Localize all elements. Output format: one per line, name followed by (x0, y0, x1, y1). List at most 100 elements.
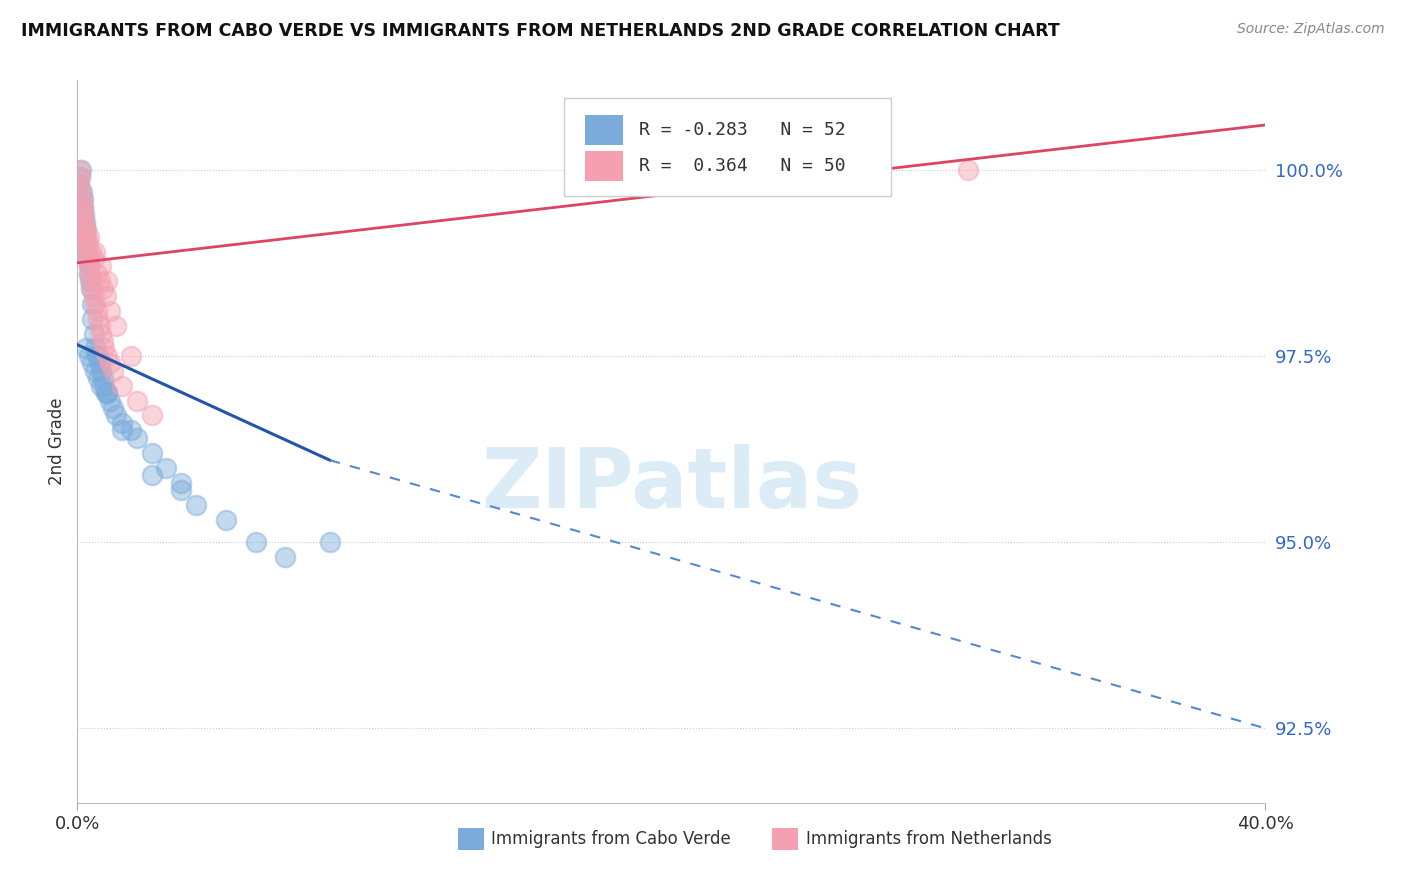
Point (80, 244, 103, 259)
Point (125, 431, 148, 445)
Point (73, 215, 96, 229)
Point (141, 468, 163, 483)
Point (93, 342, 115, 356)
Point (76, 252, 98, 266)
Point (80, 297, 103, 311)
Point (91, 282, 114, 296)
Point (70, 185, 93, 199)
Point (73, 215, 96, 229)
Text: Immigrants from Cabo Verde: Immigrants from Cabo Verde (491, 830, 731, 848)
Point (87, 371, 110, 385)
Point (101, 401, 124, 415)
Point (96, 349, 118, 363)
Point (89, 274, 111, 288)
Point (82, 356, 104, 370)
Point (101, 364, 124, 378)
Point (70, 193, 93, 207)
Point (83, 289, 105, 303)
Bar (585, 151, 623, 181)
Bar (772, 828, 799, 850)
Point (69, 170, 91, 185)
Point (84, 364, 107, 378)
Text: ZIPatlas: ZIPatlas (481, 444, 862, 525)
Bar (457, 828, 484, 850)
Point (69, 170, 91, 185)
Point (80, 274, 103, 288)
Point (75, 237, 97, 252)
Point (104, 409, 127, 423)
Point (155, 460, 177, 475)
Point (319, 535, 342, 549)
Point (94, 289, 117, 303)
Point (215, 513, 238, 527)
Point (120, 423, 142, 437)
Point (141, 446, 163, 460)
Point (111, 423, 134, 437)
Point (98, 393, 121, 408)
Point (98, 304, 121, 318)
Point (77, 260, 100, 274)
Point (957, 162, 980, 177)
Point (75, 229, 97, 244)
Point (75, 342, 97, 356)
Point (75, 237, 97, 252)
Point (90, 378, 112, 392)
Point (82, 282, 104, 296)
Point (186, 498, 208, 512)
Point (111, 416, 134, 430)
Point (75, 222, 97, 236)
Point (69, 162, 91, 177)
Text: Source: ZipAtlas.com: Source: ZipAtlas.com (1237, 22, 1385, 37)
Point (70, 200, 93, 214)
Point (111, 378, 134, 392)
Point (73, 222, 96, 236)
Point (83, 252, 105, 266)
Point (77, 229, 100, 244)
Text: IMMIGRANTS FROM CABO VERDE VS IMMIGRANTS FROM NETHERLANDS 2ND GRADE CORRELATION : IMMIGRANTS FROM CABO VERDE VS IMMIGRANTS… (21, 22, 1060, 40)
Point (91, 334, 114, 348)
Point (76, 237, 98, 252)
Point (72, 193, 94, 207)
Point (87, 349, 110, 363)
Point (82, 311, 104, 326)
Point (90, 260, 112, 274)
Bar (585, 115, 623, 145)
Point (67, 178, 90, 192)
Point (245, 535, 267, 549)
Point (90, 326, 112, 341)
Point (73, 222, 96, 236)
Point (96, 274, 118, 288)
Point (84, 297, 107, 311)
Text: R =  0.364   N = 50: R = 0.364 N = 50 (640, 157, 846, 175)
Point (90, 364, 112, 378)
Point (84, 244, 107, 259)
Point (91, 371, 114, 385)
Point (125, 393, 148, 408)
Point (98, 356, 121, 370)
Text: Immigrants from Netherlands: Immigrants from Netherlands (806, 830, 1052, 848)
Point (72, 207, 94, 221)
Point (80, 282, 103, 296)
Point (76, 252, 98, 266)
Point (89, 319, 111, 334)
Text: R = -0.283   N = 52: R = -0.283 N = 52 (640, 121, 846, 139)
Point (79, 274, 101, 288)
Point (72, 200, 94, 214)
Point (76, 244, 98, 259)
Point (83, 326, 105, 341)
Point (70, 185, 93, 199)
Point (75, 229, 97, 244)
FancyBboxPatch shape (564, 98, 891, 196)
Point (93, 378, 115, 392)
Point (89, 356, 111, 370)
Point (170, 475, 193, 490)
Point (87, 311, 110, 326)
Point (120, 349, 142, 363)
Point (170, 483, 193, 497)
Point (86, 304, 108, 318)
Point (76, 244, 98, 259)
Point (86, 267, 108, 281)
Point (77, 349, 100, 363)
Y-axis label: 2nd Grade: 2nd Grade (48, 398, 66, 485)
Point (77, 267, 100, 281)
